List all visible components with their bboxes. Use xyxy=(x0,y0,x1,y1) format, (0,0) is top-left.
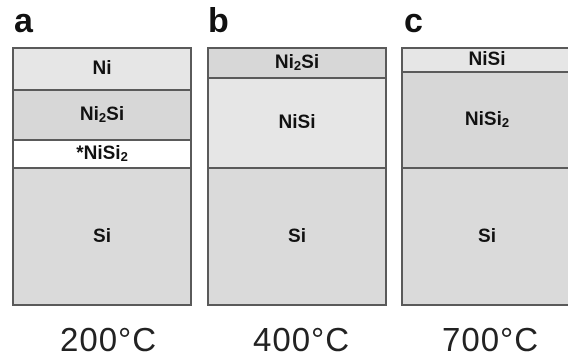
layer-label: NiSi xyxy=(468,49,506,70)
layer-nisi-c: NiSi xyxy=(403,49,568,73)
layer-stack-c: NiSi NiSi 2 Si xyxy=(401,47,568,306)
layer-label-sub: 2 xyxy=(120,148,128,164)
layer-ni2si-b: Ni 2 Si xyxy=(209,49,385,79)
temperature-b: 400°C xyxy=(253,321,351,358)
layer-label: Si xyxy=(478,225,496,247)
layer-nisi2-a: *NiSi 2 xyxy=(14,141,190,169)
layer-si-b: Si xyxy=(209,169,385,304)
temperature-c: 700°C xyxy=(442,321,540,358)
layer-label: NiSi xyxy=(278,112,316,133)
layer-label-sub: 2 xyxy=(98,109,107,125)
layer-label: Si xyxy=(288,225,306,247)
layer-ni2si-a: Ni 2 Si xyxy=(14,91,190,141)
layer-label-sub: 2 xyxy=(293,57,302,73)
layer-label-tail: Si xyxy=(301,52,320,73)
layer-stack-b: Ni 2 Si NiSi Si xyxy=(207,47,387,306)
layer-label-base: *NiSi xyxy=(76,143,121,164)
layer-label: Ni xyxy=(92,58,112,79)
panel-letter-b: b xyxy=(208,2,229,40)
layer-label-sub: 2 xyxy=(501,114,510,130)
layer-ni-a: Ni xyxy=(14,49,190,91)
layer-nisi2-c: NiSi 2 xyxy=(403,73,568,169)
panel-letter-a: a xyxy=(14,2,33,40)
panel-letter-c: c xyxy=(404,2,423,40)
layer-si-a: Si xyxy=(14,169,190,304)
layer-stack-a: Ni Ni 2 Si *NiSi 2 Si xyxy=(12,47,192,306)
temperature-a: 200°C xyxy=(60,321,158,358)
layer-label-tail: Si xyxy=(106,104,125,125)
layer-nisi-b: NiSi xyxy=(209,79,385,169)
layer-label: Si xyxy=(93,225,111,247)
layer-label-base: NiSi xyxy=(464,109,502,130)
layer-si-c: Si xyxy=(403,169,568,304)
layer-label-base: Ni xyxy=(79,104,99,125)
layer-label-base: Ni xyxy=(274,52,294,73)
